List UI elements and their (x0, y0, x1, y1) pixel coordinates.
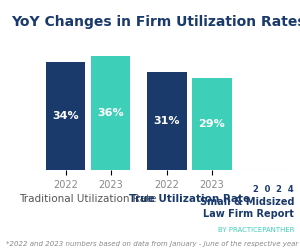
Text: BY PRACTICEPANTHER: BY PRACTICEPANTHER (218, 227, 294, 233)
Text: Small & Midsized: Small & Midsized (200, 197, 294, 207)
Bar (147, 72, 187, 170)
Text: 36%: 36% (98, 108, 124, 118)
Text: Traditional Utilization Rate: Traditional Utilization Rate (20, 193, 157, 203)
Text: 31%: 31% (154, 116, 180, 126)
Text: 29%: 29% (199, 119, 225, 129)
Text: Law Firm Report: Law Firm Report (203, 209, 294, 219)
Text: *2022 and 2023 numbers based on data from January - June of the respective year: *2022 and 2023 numbers based on data fro… (6, 240, 298, 247)
Text: 2  0  2  4: 2 0 2 4 (254, 185, 294, 194)
Text: 34%: 34% (52, 111, 79, 121)
Title: YoY Changes in Firm Utilization Rates: YoY Changes in Firm Utilization Rates (11, 15, 300, 29)
Text: True Utilization Rate: True Utilization Rate (129, 193, 250, 203)
Bar (46, 62, 86, 170)
Bar (192, 78, 232, 170)
Bar (91, 56, 130, 170)
